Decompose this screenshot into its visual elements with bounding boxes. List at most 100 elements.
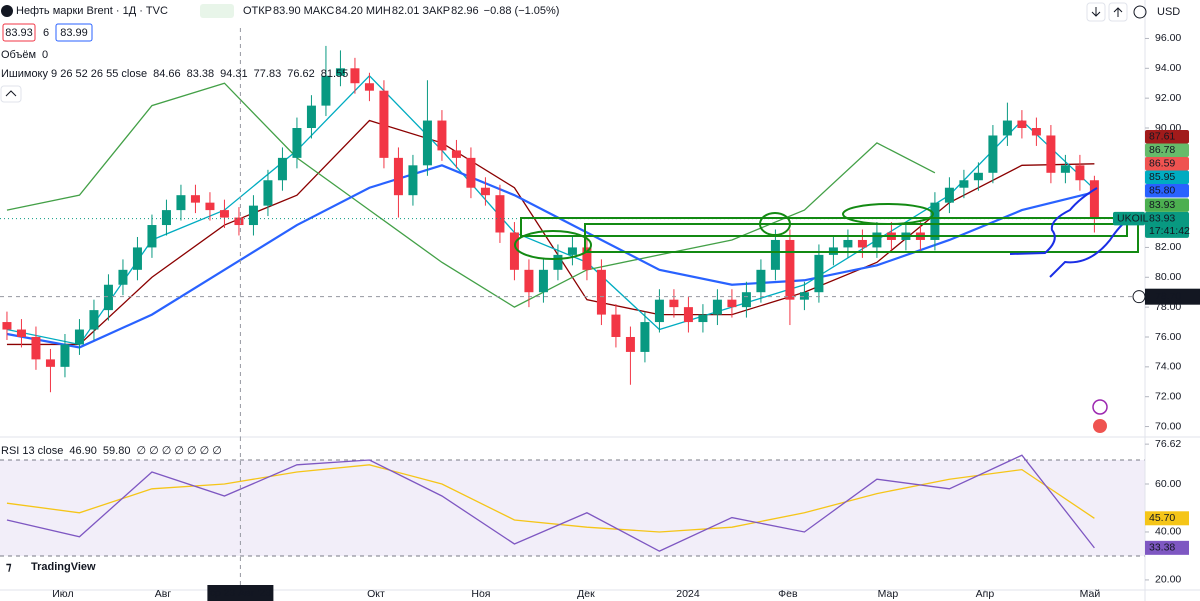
indicator-line	[6, 82, 936, 308]
candle-body	[306, 105, 316, 129]
collapse-button[interactable]	[0, 85, 22, 103]
candle-body	[60, 344, 70, 367]
candle-body	[857, 239, 867, 248]
spread: 6	[43, 27, 49, 39]
indicator-label: Объём	[1, 49, 36, 61]
candle-body	[103, 284, 113, 311]
icon	[1091, 7, 1101, 17]
rsi-line	[6, 464, 1095, 533]
x-tick-label: Июл	[52, 588, 73, 600]
candle-body	[31, 336, 41, 360]
price-label: 85.95	[1149, 171, 1175, 183]
quote-value: 82.96	[451, 5, 479, 17]
buy-price: 83.99	[60, 27, 88, 39]
candle-body	[654, 299, 664, 323]
candle-body	[596, 269, 606, 315]
indicator-line	[6, 119, 1095, 346]
candle-body	[930, 202, 940, 240]
symbol-tag: UKOIL	[1117, 213, 1149, 225]
candle-body	[161, 210, 171, 226]
rsi-tick-label: 76.62	[1155, 438, 1181, 450]
event-flag[interactable]	[1093, 419, 1107, 433]
price-label: 86.78	[1149, 144, 1175, 156]
rsi-legend-value: 59.80	[103, 445, 131, 457]
sell-price: 83.93	[5, 27, 33, 39]
candle-body	[524, 269, 534, 293]
sell-button[interactable]	[2, 23, 36, 42]
candle-body	[74, 329, 84, 345]
price-label: 83.93	[1149, 199, 1175, 211]
price-label: 86.59	[1149, 158, 1175, 170]
x-tick-label: Май	[1080, 588, 1101, 600]
rsi-value-box	[1145, 511, 1189, 526]
buy-button[interactable]	[55, 23, 93, 42]
candle-body	[437, 120, 447, 151]
up-button[interactable]	[1108, 2, 1128, 22]
candle-body	[176, 195, 186, 211]
indicator-value: 0	[42, 49, 48, 61]
candle-body	[292, 128, 302, 158]
candle-body	[567, 247, 577, 255]
y-tick-label: 76.00	[1155, 331, 1181, 343]
rsi-pane	[0, 454, 1145, 557]
rsi-extra: ∅ ∅ ∅ ∅ ∅ ∅ ∅	[136, 445, 221, 457]
logo: TradingView	[31, 561, 96, 573]
chevron	[5, 90, 17, 97]
candle-body	[770, 239, 780, 270]
candle-body	[350, 68, 360, 84]
price-label-box	[1145, 156, 1189, 171]
price-label-box	[1145, 198, 1189, 212]
crosshair-x-box	[207, 585, 274, 601]
candle-body	[843, 239, 853, 248]
candle-body	[944, 187, 954, 203]
candle-body	[147, 225, 157, 248]
rsi-tick-label: 20.00	[1155, 574, 1181, 586]
candle-body	[814, 254, 824, 293]
crosshair-y-box	[1145, 288, 1200, 305]
candle-body	[495, 195, 505, 233]
candle-body	[205, 202, 215, 211]
candle-body	[335, 68, 345, 76]
y-tick-label: 80.00	[1155, 271, 1181, 283]
x-tick-label: 2024	[676, 588, 700, 600]
y-tick-label: 70.00	[1155, 420, 1181, 432]
x-tick-label: Дек	[577, 588, 595, 600]
candle-body	[698, 314, 708, 323]
candle-body	[16, 329, 26, 337]
logo-mark: ⁊	[6, 561, 12, 573]
candle-body	[234, 217, 244, 226]
candle-body	[190, 195, 200, 203]
candle-body	[277, 157, 287, 181]
rsi-value-label: 45.70	[1149, 512, 1175, 524]
x-tick-label: Авг	[155, 588, 172, 600]
candle-body	[988, 135, 998, 173]
candle-body	[625, 336, 635, 352]
event-icon[interactable]	[1092, 399, 1108, 415]
status-badge	[200, 4, 234, 18]
candle-body	[132, 247, 142, 270]
candle-body	[422, 120, 432, 166]
rsi-value-label: 33.38	[1149, 542, 1175, 554]
candle-body	[683, 307, 693, 323]
annotation-ellipse	[514, 230, 592, 260]
currency[interactable]: USD	[1157, 6, 1180, 18]
candle-body	[2, 322, 12, 330]
candle-body	[451, 150, 461, 158]
rsi-value-box	[1145, 540, 1189, 555]
quote-value: 83.90	[273, 5, 301, 17]
rsi-tick-label: 60.00	[1155, 478, 1181, 490]
crosshair-plus[interactable]	[1132, 290, 1146, 304]
price-label-box	[1145, 143, 1189, 157]
price-label: 87.61	[1149, 131, 1175, 143]
candle-body	[872, 232, 882, 248]
candle-body	[480, 187, 490, 196]
candle-body	[669, 299, 679, 308]
settings-button[interactable]	[1133, 5, 1147, 19]
candle-body	[1046, 135, 1056, 173]
y-tick-label: 96.00	[1155, 32, 1181, 44]
annotations	[514, 187, 1139, 278]
down-button[interactable]	[1086, 2, 1106, 22]
candle-body	[1075, 165, 1085, 181]
quote-label: ОТКР	[243, 5, 272, 17]
